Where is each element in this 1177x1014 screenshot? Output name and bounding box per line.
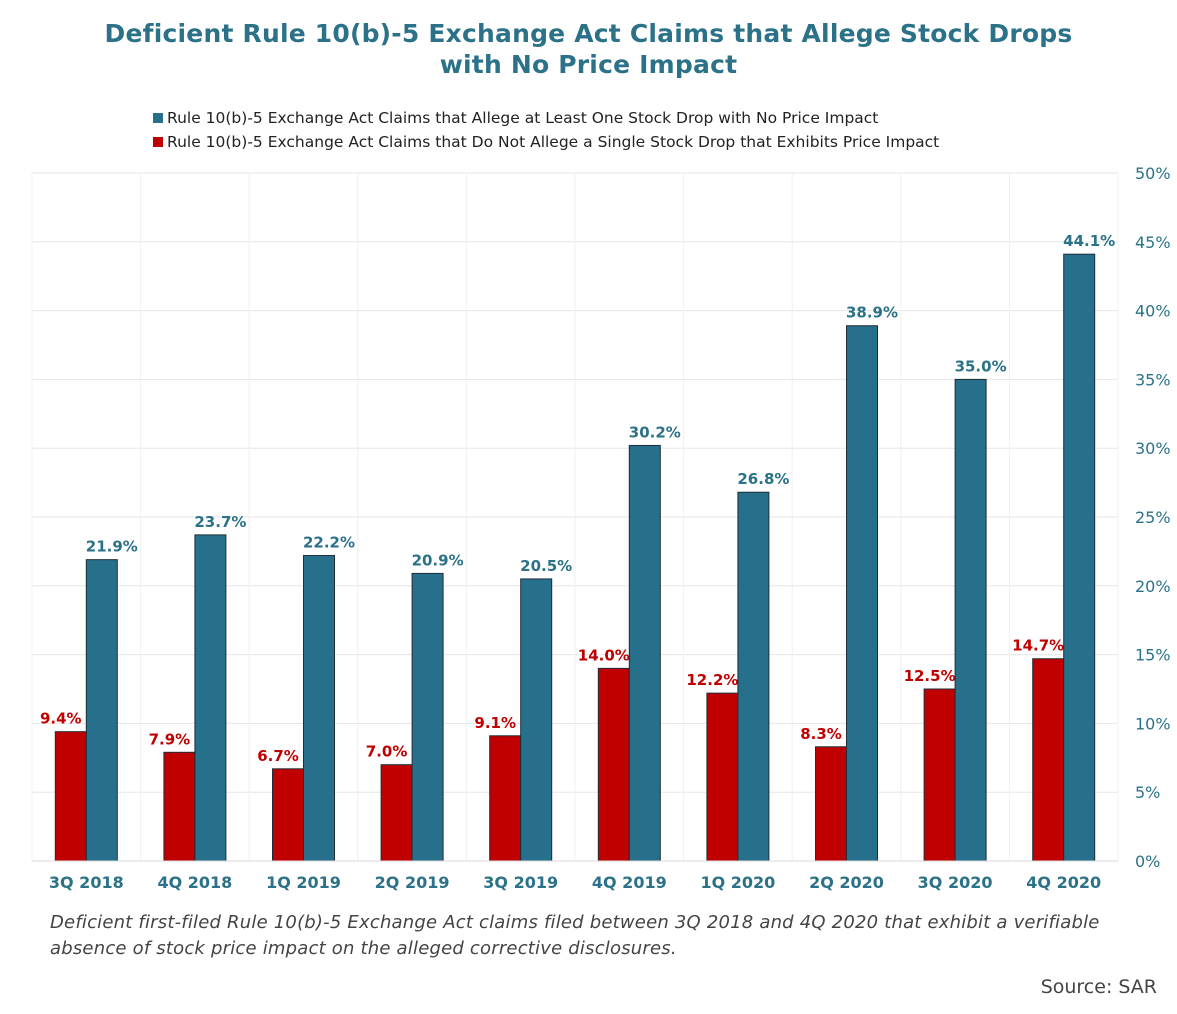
data-label: 14.7% [1012, 637, 1064, 655]
x-tick-label: 1Q 2019 [266, 873, 341, 892]
legend-label: Rule 10(b)-5 Exchange Act Claims that Al… [167, 109, 879, 127]
data-label: 35.0% [955, 357, 1007, 375]
y-tick-label: 5% [1135, 783, 1160, 802]
y-tick-label: 15% [1135, 646, 1171, 665]
data-label: 26.8% [737, 470, 789, 488]
x-tick-label: 2Q 2019 [375, 873, 450, 892]
data-label: 22.2% [303, 534, 355, 552]
data-label: 44.1% [1063, 232, 1115, 250]
data-label: 21.9% [86, 538, 138, 556]
data-label: 12.5% [904, 667, 956, 685]
bar-no-single-drop [163, 751, 196, 862]
y-tick-label: 25% [1135, 508, 1171, 527]
chart-source: Source: SAR [1040, 976, 1157, 998]
x-tick-label: 3Q 2018 [49, 873, 124, 892]
x-tick-label: 3Q 2019 [483, 873, 558, 892]
legend-swatch-teal [153, 113, 163, 123]
bar-no-single-drop [1032, 658, 1065, 862]
bar-no-price-impact [737, 491, 770, 862]
bar-no-price-impact [194, 534, 227, 862]
bar-no-price-impact [1063, 253, 1096, 862]
x-tick-label: 2Q 2020 [809, 873, 884, 892]
chart-title: Deficient Rule 10(b)-5 Exchange Act Clai… [0, 18, 1177, 80]
data-label: 8.3% [800, 725, 842, 743]
y-tick-label: 45% [1135, 233, 1171, 252]
chart-title-line-1: Deficient Rule 10(b)-5 Exchange Act Clai… [104, 19, 1073, 48]
data-label: 23.7% [194, 513, 246, 531]
y-tick-label: 50% [1135, 164, 1171, 183]
x-tick-label: 3Q 2020 [918, 873, 993, 892]
data-label: 9.1% [474, 714, 516, 732]
data-label: 38.9% [846, 304, 898, 322]
y-tick-label: 10% [1135, 714, 1171, 733]
bar-no-price-impact [954, 378, 987, 862]
bar-no-single-drop [54, 731, 87, 862]
y-tick-label: 0% [1135, 852, 1160, 871]
bar-no-single-drop [815, 746, 847, 862]
bar-no-price-impact [85, 559, 118, 862]
y-tick-label: 20% [1135, 577, 1171, 596]
bar-no-single-drop [923, 688, 956, 862]
x-tick-label: 1Q 2020 [700, 873, 775, 892]
chart-legend: Rule 10(b)-5 Exchange Act Claims that Al… [153, 106, 939, 154]
y-tick-label: 35% [1135, 370, 1171, 389]
bar-no-price-impact [303, 555, 335, 862]
data-label: 30.2% [629, 423, 681, 441]
legend-label: Rule 10(b)-5 Exchange Act Claims that Do… [167, 133, 940, 151]
data-label: 14.0% [578, 646, 630, 664]
bar-no-single-drop [706, 692, 739, 862]
x-tick-label: 4Q 2020 [1026, 873, 1101, 892]
y-tick-label: 40% [1135, 302, 1171, 321]
data-label: 20.9% [412, 551, 464, 569]
legend-item-no-single-drop: Rule 10(b)-5 Exchange Act Claims that Do… [153, 130, 939, 154]
x-tick-label: 4Q 2018 [157, 873, 232, 892]
bar-no-single-drop [380, 764, 413, 862]
bar-no-price-impact [520, 578, 553, 862]
bar-no-single-drop [272, 768, 304, 862]
data-label: 6.7% [257, 747, 299, 765]
bar-no-single-drop [489, 735, 522, 862]
legend-item-no-price-impact: Rule 10(b)-5 Exchange Act Claims that Al… [153, 106, 939, 130]
legend-swatch-red [153, 137, 163, 147]
bar-no-price-impact [846, 325, 878, 862]
bar-no-price-impact [411, 572, 444, 862]
chart-footnote: Deficient first-filed Rule 10(b)-5 Excha… [50, 912, 1100, 959]
x-tick-label: 4Q 2019 [592, 873, 667, 892]
bar-no-single-drop [597, 667, 630, 862]
data-label: 12.2% [686, 671, 738, 689]
data-label: 7.9% [149, 730, 191, 748]
data-label: 9.4% [40, 710, 82, 728]
bar-no-price-impact [628, 444, 661, 862]
chart-title-line-2: with No Price Impact [439, 50, 738, 79]
data-label: 20.5% [520, 557, 572, 575]
y-tick-label: 30% [1135, 439, 1171, 458]
data-label: 7.0% [366, 743, 408, 761]
